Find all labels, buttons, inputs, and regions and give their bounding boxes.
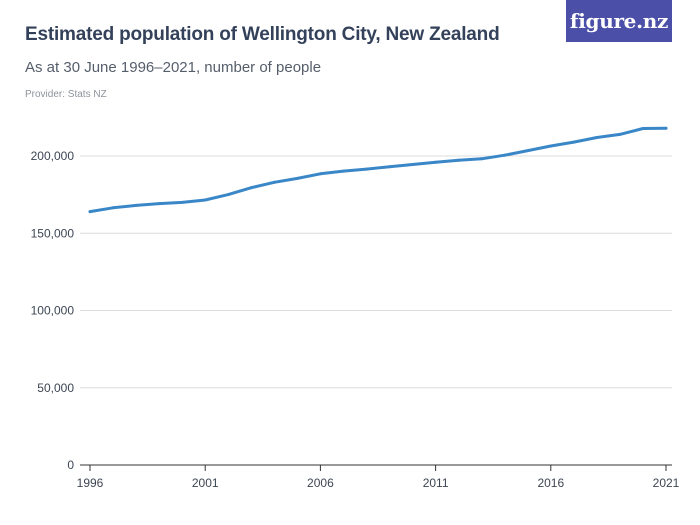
x-tick-label: 2006 bbox=[307, 476, 334, 490]
x-tick-label: 2011 bbox=[423, 476, 449, 490]
data-point bbox=[157, 202, 161, 206]
data-point bbox=[203, 198, 207, 202]
chart-subtitle: As at 30 June 1996–2021, number of peopl… bbox=[25, 59, 322, 76]
chart-title: Estimated population of Wellington City,… bbox=[25, 24, 500, 45]
data-point bbox=[572, 140, 576, 144]
data-point bbox=[318, 172, 322, 176]
data-point bbox=[365, 167, 368, 171]
data-point bbox=[526, 149, 530, 153]
data-point bbox=[618, 132, 622, 136]
series-line bbox=[88, 126, 668, 214]
data-provider: Provider: Stats NZ bbox=[25, 89, 107, 100]
data-point bbox=[549, 144, 553, 148]
data-point bbox=[111, 206, 115, 210]
data-point bbox=[411, 163, 415, 166]
x-tick-label: 2021 bbox=[653, 476, 680, 490]
axes bbox=[80, 464, 672, 471]
data-point bbox=[480, 157, 484, 161]
gridlines bbox=[80, 155, 672, 389]
data-point bbox=[388, 165, 391, 169]
data-point bbox=[180, 200, 184, 204]
data-point bbox=[249, 186, 253, 190]
y-tick-label: 0 bbox=[67, 458, 74, 472]
data-point bbox=[641, 127, 645, 130]
data-point bbox=[295, 176, 299, 180]
data-point bbox=[226, 193, 230, 197]
data-point bbox=[595, 136, 599, 139]
figure-nz-logo[interactable]: figure.nz bbox=[566, 0, 672, 42]
y-tick-label: 200,000 bbox=[31, 149, 75, 163]
data-point bbox=[341, 169, 345, 173]
data-point bbox=[434, 160, 438, 164]
x-tick-label: 2001 bbox=[192, 476, 219, 490]
data-point bbox=[88, 210, 92, 214]
tick-labels: 0 50,000 100,000 150,000 200,000 1996 2001 2006… bbox=[31, 149, 680, 490]
series bbox=[88, 126, 668, 214]
data-point bbox=[664, 126, 668, 130]
data-point bbox=[457, 158, 461, 162]
y-tick-label: 150,000 bbox=[31, 226, 75, 240]
y-tick-label: 100,000 bbox=[31, 304, 75, 318]
x-tick-label: 1996 bbox=[77, 476, 104, 490]
x-tick-label: 2016 bbox=[537, 476, 564, 490]
data-point bbox=[272, 180, 276, 184]
data-point bbox=[503, 153, 507, 157]
y-tick-label: 50,000 bbox=[37, 381, 74, 395]
data-point bbox=[134, 203, 138, 207]
